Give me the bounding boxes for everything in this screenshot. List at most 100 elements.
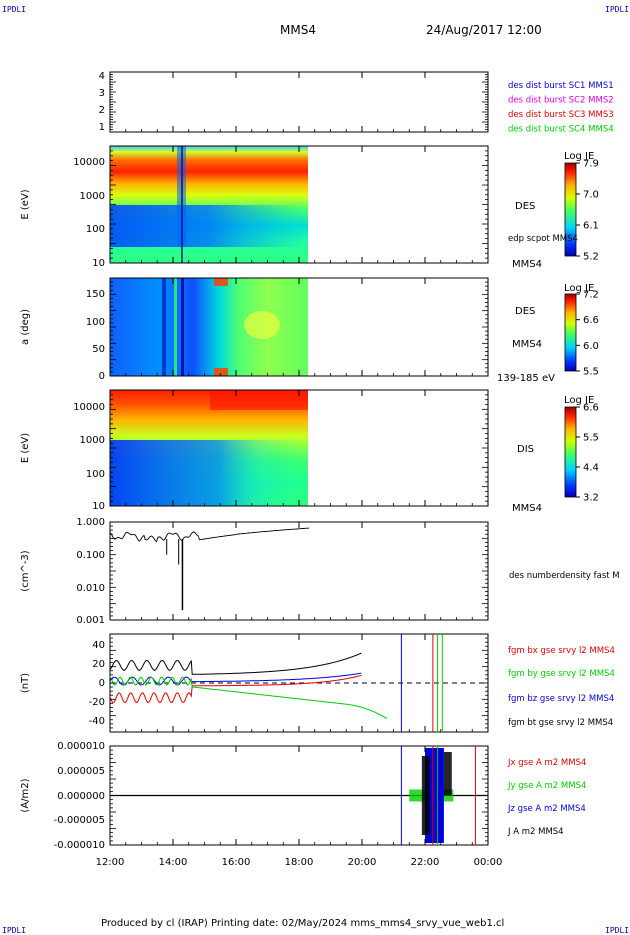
panel-frame-5 [109, 521, 489, 621]
colorbar [564, 162, 577, 257]
spacecraft-title: MMS4 [280, 23, 316, 37]
ytick-label: 100 [86, 469, 105, 480]
colorbar-tick-label: 7.0 [583, 190, 599, 201]
ytick-label: 10000 [73, 402, 105, 413]
field-series-label: fgm by gse srvy l2 MMS4 [508, 669, 615, 679]
field-series-label: fgm bz gse srvy l2 MMS4 [508, 694, 614, 704]
ytick-label: 0.000000 [57, 791, 105, 802]
colorbar-tick-label: 7.2 [583, 290, 599, 301]
colorbar-tick-label: 7.9 [583, 159, 599, 170]
y-axis-label: a (deg) [20, 309, 31, 345]
des-energy-low-blue-band [110, 205, 308, 247]
colorbar-title: Log JE [564, 151, 594, 162]
spectrogram-side-label: edp scpot MMS4 [508, 234, 578, 244]
density-series-line [109, 527, 310, 543]
ytick-label: 40 [92, 640, 105, 651]
xtick-label: 20:00 [348, 857, 377, 868]
colorbar-tick-label: 4.4 [583, 463, 599, 474]
ytick-label: 10 [92, 258, 105, 269]
field-series-label: fgm bt gse srvy l2 MMS4 [508, 718, 613, 728]
xtick-label: 16:00 [222, 857, 251, 868]
ytick-label: 1 [99, 122, 105, 133]
y-axis-label: E (eV) [20, 189, 31, 219]
y-axis-label: (cm^-3) [20, 550, 31, 591]
ytick-label: 1.000 [76, 517, 105, 528]
spectrogram-side-label: MMS4 [512, 339, 542, 350]
colorbar-tick-label: 5.5 [583, 433, 599, 444]
footer-credits: Produced by cl (IRAP) Printing date: 02/… [101, 918, 505, 929]
field-series-label: fgm bx gse srvy l2 MMS4 [508, 646, 615, 656]
des-pitch-yellow-patch [244, 311, 280, 339]
spectrogram-layer [110, 146, 308, 506]
spectrogram-side-label: DES [515, 201, 535, 212]
bt-series-line [109, 652, 362, 675]
ytick-label: -0.000010 [54, 840, 105, 851]
spectrogram-side-label: MMS4 [512, 503, 542, 514]
ytick-label: 100 [86, 224, 105, 235]
des-pitch-dark-streak-1 [162, 278, 166, 376]
colorbar [564, 406, 577, 498]
ytick-label: -40 [89, 716, 105, 727]
ytick-label: 10000 [73, 157, 105, 168]
by-series-line [109, 676, 388, 719]
ytick-label: 50 [92, 344, 105, 355]
colorbar-title: Log JE [564, 395, 594, 406]
spectrogram-side-label: DIS [517, 444, 534, 455]
ytick-label: 0.100 [76, 550, 105, 561]
des-pitch-dark-streak-2 [181, 278, 184, 376]
corner-label-top-right: IPDLI [605, 5, 630, 14]
ytick-label: 150 [86, 289, 105, 300]
colorbar-tick-label: 3.2 [583, 493, 599, 504]
ytick-label: 0.000005 [57, 766, 105, 777]
xtick-label: 12:00 [96, 857, 125, 868]
xtick-label: 14:00 [159, 857, 188, 868]
burst-legend-entry: des dist burst SC4 MMS4 [508, 125, 614, 135]
des-pitch-red-bottom [214, 368, 228, 376]
dis-energy-bright-top [210, 390, 308, 410]
ytick-label: 1000 [80, 435, 105, 446]
ytick-label: 0.010 [76, 583, 105, 594]
spectrogram-side-label: DES [515, 306, 535, 317]
ytick-label: 0.000010 [57, 741, 105, 752]
colorbar-tick-label: 6.6 [583, 315, 599, 326]
dis-energy-low-blue-band [110, 440, 308, 506]
current-series-label: Jy gse A m2 MMS4 [507, 781, 586, 791]
ytick-label: 3 [99, 88, 105, 99]
ytick-label: 0 [99, 371, 105, 382]
burst-legend-entry: des dist burst SC2 MMS2 [508, 96, 614, 106]
xtick-label: 22:00 [411, 857, 440, 868]
corner-label-bottom-left: IPDLI [2, 926, 27, 935]
density-series-label: des numberdensity fast M [509, 571, 620, 581]
y-axis-label: (A/m2) [20, 778, 31, 812]
current-series-label: Jz gse A m2 MMS4 [507, 804, 586, 814]
des-pitch-red-top [214, 278, 228, 286]
colorbar-tick-label: 6.6 [583, 403, 599, 414]
current-burst-j2 [443, 752, 452, 796]
ytick-label: 0.001 [76, 615, 105, 626]
des-pitch-green-streak [174, 278, 177, 376]
colorbar-tick-label: 5.2 [583, 252, 599, 263]
colorbar [564, 293, 577, 372]
xtick-label: 18:00 [285, 857, 314, 868]
colorbar-tick-label: 6.1 [583, 221, 599, 232]
ytick-label: -0.000005 [54, 815, 105, 826]
ytick-label: 4 [99, 71, 105, 82]
y-axis-label: E (eV) [20, 433, 31, 463]
ytick-label: 100 [86, 317, 105, 328]
panel-frame-1 [109, 71, 489, 133]
ytick-label: 0 [99, 678, 105, 689]
current-series-label: J A m2 MMS4 [507, 827, 564, 837]
current-series-label: Jx gse A m2 MMS4 [507, 758, 586, 768]
ytick-label: 2 [99, 105, 105, 116]
burst-legend-entry: des dist burst SC1 MMS1 [508, 81, 614, 91]
datetime-title: 24/Aug/2017 12:00 [426, 23, 542, 37]
corner-label-bottom-right: IPDLI [605, 926, 630, 935]
spectrogram-side-label: 139-185 eV [497, 373, 555, 384]
y-axis-label: (nT) [20, 673, 31, 693]
colorbar-tick-label: 6.0 [583, 341, 599, 352]
colorbar-title: Log JE [564, 283, 594, 294]
xtick-label: 00:00 [474, 857, 503, 868]
ytick-label: 10 [92, 501, 105, 512]
des-energy-dropout-line [181, 146, 183, 263]
